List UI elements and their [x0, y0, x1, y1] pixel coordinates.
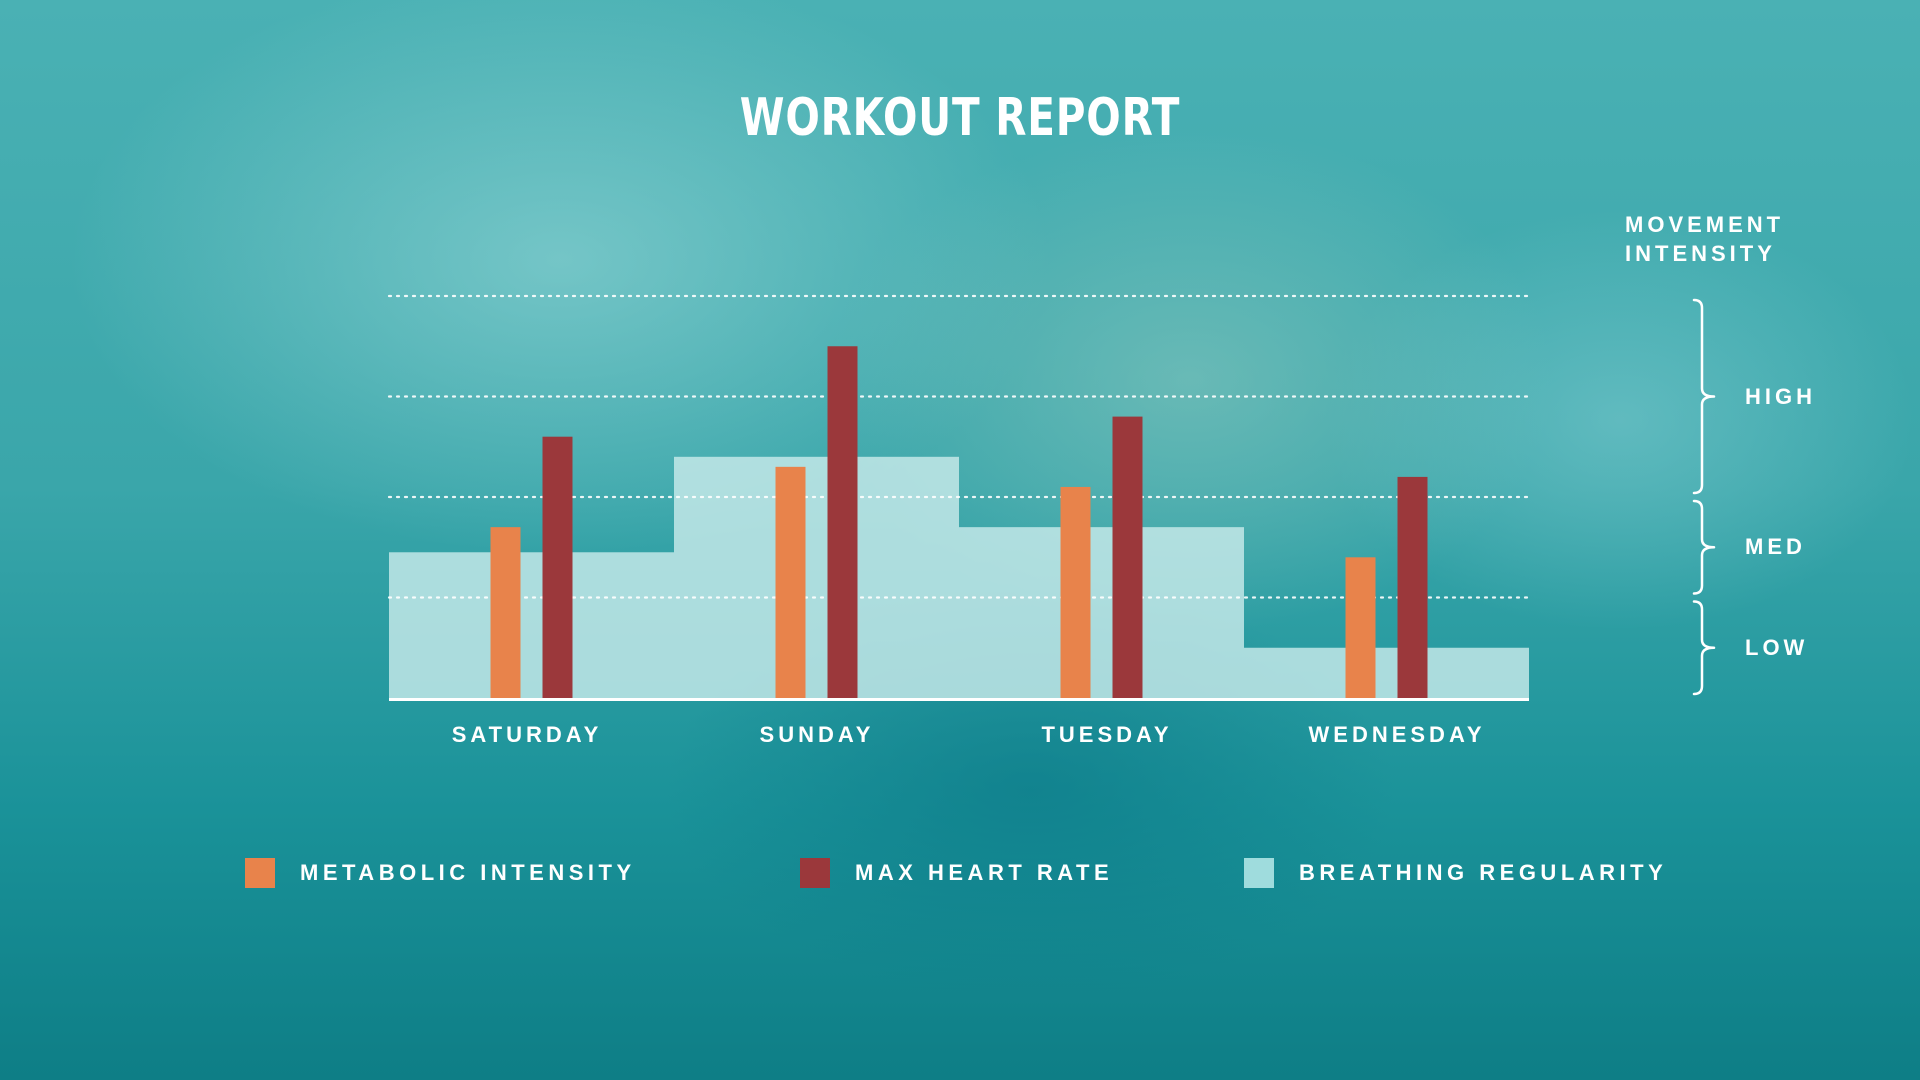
brace-med: [1692, 499, 1716, 595]
legend-label-breathing-regularity: BREATHING REGULARITY: [1299, 860, 1668, 885]
legend-item-metabolic-intensity: METABOLIC INTENSITY: [245, 858, 636, 888]
bar-max-heart-rate-wednesday: [1397, 476, 1428, 698]
breathing-area-sunday: [674, 456, 959, 698]
legend-item-breathing-regularity: BREATHING REGULARITY: [1244, 858, 1667, 888]
intensity-scale-title: MOVEMENT INTENSITY: [1625, 210, 1784, 268]
bar-max-heart-rate-tuesday: [1112, 416, 1143, 698]
bar-metabolic-intensity-saturday: [490, 527, 521, 698]
intensity-scale-title-line-2: INTENSITY: [1625, 241, 1776, 266]
x-tick-label-saturday: SATURDAY: [451, 722, 603, 747]
legend-swatch-max-heart-rate: [800, 858, 830, 888]
level-label-high: HIGH: [1745, 383, 1816, 409]
bar-max-heart-rate-sunday: [827, 346, 858, 698]
legend-swatch-breathing-regularity: [1244, 858, 1274, 888]
brace-high: [1692, 298, 1716, 495]
x-tick-label-tuesday: TUESDAY: [1041, 722, 1173, 747]
breathing-area-tuesday: [959, 527, 1244, 698]
bar-layer: [490, 346, 1428, 698]
page-title: WORKOUT REPORT: [739, 88, 1181, 148]
breathing-area-saturday: [389, 552, 674, 698]
legend-label-metabolic-intensity: METABOLIC INTENSITY: [300, 860, 636, 885]
bar-metabolic-intensity-tuesday: [1060, 486, 1091, 698]
legend-label-max-heart-rate: MAX HEART RATE: [855, 860, 1114, 885]
bar-metabolic-intensity-wednesday: [1345, 557, 1376, 698]
x-tick-label-wednesday: WEDNESDAY: [1308, 722, 1486, 747]
legend-swatch-metabolic-intensity: [245, 858, 275, 888]
x-tick-label-sunday: SUNDAY: [759, 722, 875, 747]
intensity-scale-title-line-1: MOVEMENT: [1625, 212, 1785, 237]
breathing-area-layer: [389, 456, 1529, 698]
level-label-low: LOW: [1745, 634, 1809, 660]
level-label-med: MED: [1745, 534, 1806, 560]
bar-metabolic-intensity-sunday: [775, 466, 806, 698]
legend-item-max-heart-rate: MAX HEART RATE: [800, 858, 1113, 888]
bar-max-heart-rate-saturday: [542, 436, 573, 698]
brace-low: [1692, 600, 1716, 696]
intensity-braces: [1692, 298, 1716, 696]
gridlines: [387, 294, 1531, 599]
breathing-area-wednesday: [1244, 647, 1529, 698]
